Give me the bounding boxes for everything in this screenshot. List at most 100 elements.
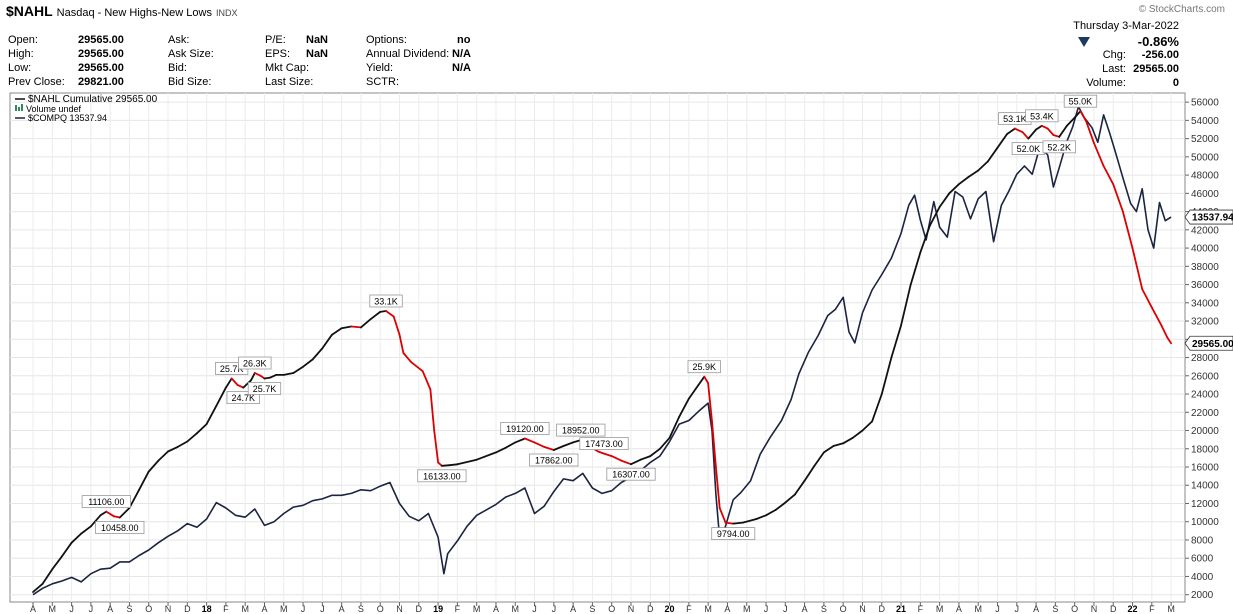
nahl-segment[interactable] xyxy=(1141,288,1153,309)
nahl-segment[interactable] xyxy=(774,501,787,511)
nahl-segment[interactable] xyxy=(157,450,169,462)
nahl-segment[interactable] xyxy=(379,310,387,313)
nahl-segment[interactable] xyxy=(167,445,179,453)
nahl-segment[interactable] xyxy=(138,470,150,491)
nahl-segment[interactable] xyxy=(1166,336,1172,345)
nahl-segment[interactable] xyxy=(1160,324,1169,339)
nahl-segment[interactable] xyxy=(967,169,980,178)
nahl-segment[interactable] xyxy=(61,541,73,558)
nahl-segment[interactable] xyxy=(433,429,440,464)
nahl-segment[interactable] xyxy=(909,251,922,286)
series-compq[interactable] xyxy=(32,105,1172,596)
nahl-segment[interactable] xyxy=(236,383,245,389)
nahl-segment[interactable] xyxy=(186,432,198,443)
nahl-segment[interactable] xyxy=(90,514,102,528)
nahl-segment[interactable] xyxy=(99,510,108,517)
nahl-segment[interactable] xyxy=(630,458,642,466)
nahl-segment[interactable] xyxy=(392,315,401,336)
nahl-segment[interactable] xyxy=(1058,124,1068,138)
nahl-segment[interactable] xyxy=(1027,128,1037,140)
nahl-segment[interactable] xyxy=(253,372,262,377)
nahl-segment[interactable] xyxy=(340,325,353,330)
nahl-segment[interactable] xyxy=(832,442,845,447)
nahl-segment[interactable] xyxy=(803,465,816,482)
nahl-segment[interactable] xyxy=(311,347,324,361)
nahl-segment[interactable] xyxy=(996,133,1008,149)
nahl-segment[interactable] xyxy=(70,532,83,544)
nahl-segment[interactable] xyxy=(688,383,700,400)
nahl-segment[interactable] xyxy=(1021,131,1030,140)
nahl-segment[interactable] xyxy=(1035,124,1043,131)
nahl-segment[interactable] xyxy=(603,452,613,458)
nahl-segment[interactable] xyxy=(987,146,999,163)
nahl-segment[interactable] xyxy=(1093,142,1105,167)
nahl-segment[interactable] xyxy=(742,518,758,524)
nahl-segment[interactable] xyxy=(331,327,343,336)
nahl-segment[interactable] xyxy=(639,455,652,461)
nahl-segment[interactable] xyxy=(302,358,314,368)
nahl-segment[interactable] xyxy=(105,510,115,518)
nahl-segment[interactable] xyxy=(890,324,902,359)
nahl-segment[interactable] xyxy=(842,436,854,445)
nahl-segment[interactable] xyxy=(1014,127,1024,134)
nahl-segment[interactable] xyxy=(113,515,121,519)
nahl-segment[interactable] xyxy=(448,463,459,467)
nahl-segment[interactable] xyxy=(1102,165,1115,186)
nahl-segment[interactable] xyxy=(649,447,661,458)
nahl-segment[interactable] xyxy=(871,393,883,423)
nahl-segment[interactable] xyxy=(724,521,735,525)
nahl-segment[interactable] xyxy=(421,370,432,391)
nahl-segment[interactable] xyxy=(823,445,835,454)
nahl-segment[interactable] xyxy=(718,507,727,524)
nahl-segment[interactable] xyxy=(597,450,605,455)
nahl-segment[interactable] xyxy=(128,488,141,509)
nahl-segment[interactable] xyxy=(919,224,931,254)
nahl-segment[interactable] xyxy=(269,373,278,379)
nahl-segment[interactable] xyxy=(1122,210,1134,250)
nahl-segment[interactable] xyxy=(715,466,721,509)
nahl-segment[interactable] xyxy=(948,183,960,195)
nahl-segment[interactable] xyxy=(176,440,189,448)
nahl-segment[interactable] xyxy=(1052,134,1061,138)
nahl-segment[interactable] xyxy=(958,175,970,186)
nahl-segment[interactable] xyxy=(292,365,305,374)
nahl-segment[interactable] xyxy=(703,375,709,385)
plot-area[interactable] xyxy=(9,92,1186,603)
nahl-segment[interactable] xyxy=(1073,110,1082,119)
nahl-segment[interactable] xyxy=(321,333,333,350)
nahl-segment[interactable] xyxy=(938,192,951,208)
nahl-segment[interactable] xyxy=(118,507,131,519)
nahl-segment[interactable] xyxy=(1131,247,1144,291)
nahl-segment[interactable] xyxy=(1066,116,1076,127)
nahl-segment[interactable] xyxy=(678,397,690,418)
nahl-segment[interactable] xyxy=(1085,120,1095,145)
nahl-segment[interactable] xyxy=(263,376,272,380)
nahl-segment[interactable] xyxy=(250,372,256,382)
nahl-segment[interactable] xyxy=(1046,127,1055,136)
nahl-segment[interactable] xyxy=(533,441,546,448)
nahl-segment[interactable] xyxy=(41,568,54,585)
nahl-segment[interactable] xyxy=(429,388,436,432)
nahl-segment[interactable] xyxy=(1150,306,1163,327)
nahl-segment[interactable] xyxy=(205,404,218,426)
nahl-segment[interactable] xyxy=(51,555,63,571)
nahl-segment[interactable] xyxy=(495,446,507,454)
nahl-segment[interactable] xyxy=(851,429,864,439)
nahl-segment[interactable] xyxy=(80,525,92,535)
nahl-segment[interactable] xyxy=(1112,183,1124,213)
nahl-segment[interactable] xyxy=(765,508,777,517)
nahl-segment[interactable] xyxy=(196,423,208,435)
series-nahl-cumulative[interactable] xyxy=(32,110,1172,593)
nahl-segment[interactable] xyxy=(697,375,706,386)
nahl-segment[interactable] xyxy=(224,377,233,389)
nahl-segment[interactable] xyxy=(813,451,825,468)
nahl-segment[interactable] xyxy=(147,459,160,473)
nahl-segment[interactable] xyxy=(398,333,405,354)
nahl-segment[interactable] xyxy=(1079,110,1088,123)
nahl-segment[interactable] xyxy=(350,325,362,329)
nahl-segment[interactable] xyxy=(475,451,497,461)
nahl-segment[interactable] xyxy=(900,283,912,327)
nahl-segment[interactable] xyxy=(369,310,382,321)
nahl-segment[interactable] xyxy=(861,420,873,432)
